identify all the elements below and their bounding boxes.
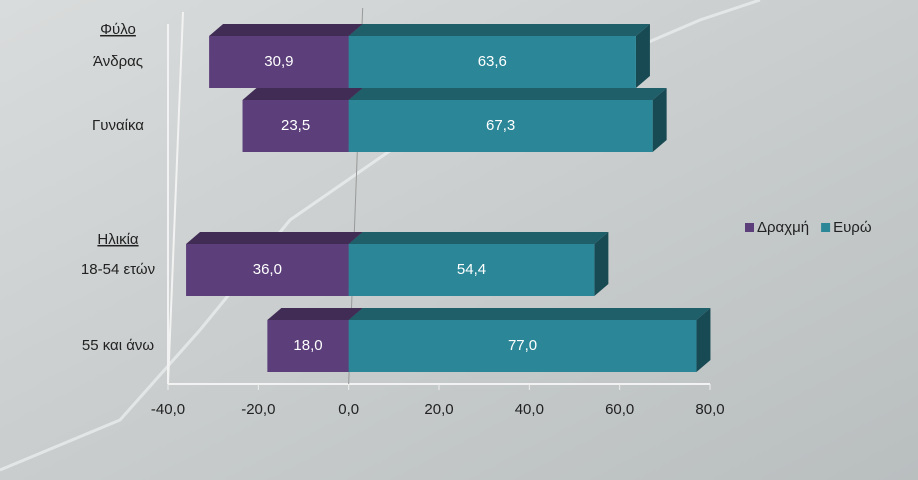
bar: [348, 244, 595, 296]
bar-top: [348, 308, 711, 320]
bar: [348, 320, 697, 372]
wall-edge: [167, 11, 184, 385]
legend-label: Δραχμή: [757, 219, 809, 236]
value-label: 23,5: [281, 117, 310, 134]
bar-side: [652, 88, 667, 152]
x-tick-label: -20,0: [241, 401, 275, 418]
bar: [209, 36, 349, 88]
y-tick-label: 55 και άνω: [82, 337, 155, 354]
value-label: 30,9: [264, 53, 293, 70]
y-tick-label: Άνδρας: [93, 53, 143, 70]
bar-top: [267, 308, 363, 320]
x-tick-label: 0,0: [338, 401, 359, 418]
value-label: 54,4: [457, 261, 486, 278]
value-label: 36,0: [253, 261, 282, 278]
bar-side: [696, 308, 711, 372]
group-label: Ηλικία: [97, 231, 138, 248]
bar-top: [186, 232, 363, 244]
value-label: 18,0: [293, 337, 322, 354]
x-tick-label: -40,0: [151, 401, 185, 418]
x-tick-label: 80,0: [695, 401, 724, 418]
bar-side: [635, 24, 650, 88]
x-tick-label: 40,0: [515, 401, 544, 418]
value-label: 63,6: [478, 53, 507, 70]
x-tick-label: 60,0: [605, 401, 634, 418]
bar-top: [348, 232, 609, 244]
legend-swatch: [821, 223, 831, 232]
bar-top: [348, 24, 650, 36]
bar: [186, 244, 349, 296]
bar-side: [594, 232, 609, 296]
bar: [348, 36, 636, 88]
bar: [267, 320, 349, 372]
group-label: Φύλο: [100, 21, 136, 38]
bar-top: [209, 24, 363, 36]
bar: [242, 100, 349, 152]
y-tick-label: Γυναίκα: [92, 117, 144, 134]
x-tick-label: 20,0: [424, 401, 453, 418]
value-label: 67,3: [486, 117, 515, 134]
legend-label: Ευρώ: [833, 219, 872, 236]
y-tick-label: 18-54 ετών: [81, 261, 155, 278]
value-label: 77,0: [508, 337, 537, 354]
bar-top: [242, 88, 363, 100]
bar-top: [348, 88, 667, 100]
legend-swatch: [745, 223, 754, 232]
bar: [348, 100, 653, 152]
decor-line: [0, 0, 760, 470]
